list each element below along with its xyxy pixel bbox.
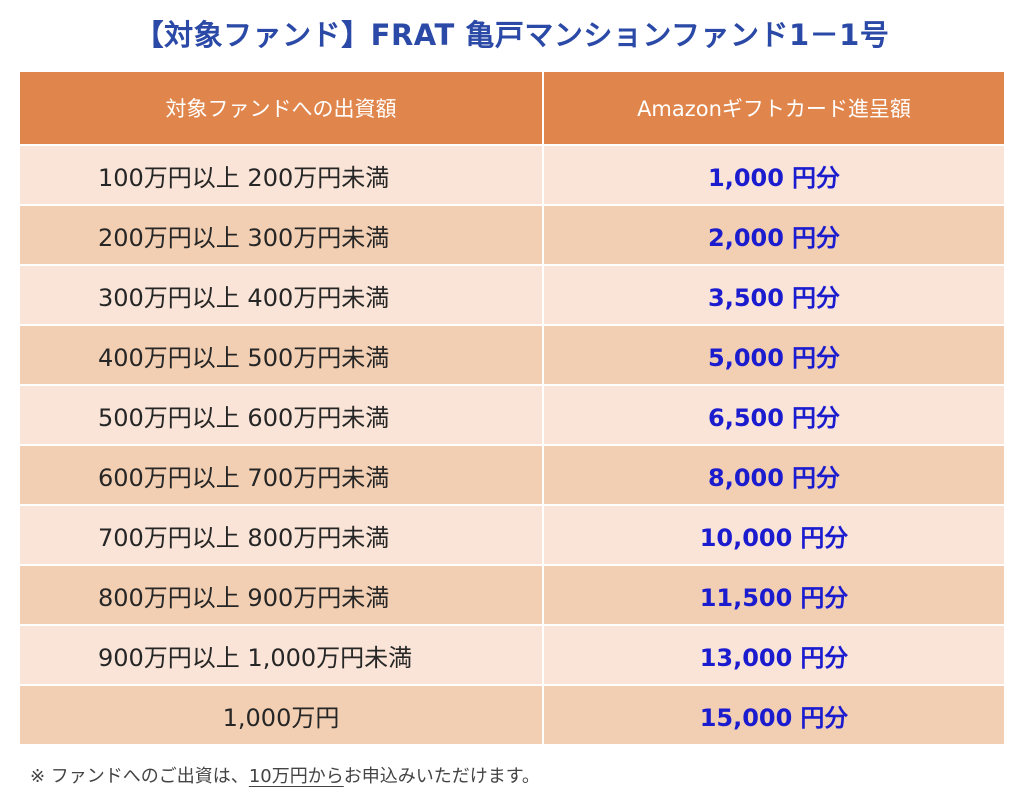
footnote-prefix: ※ ファンドへのご出資は、 [30,766,249,787]
gift-amount-value: 5,000 [708,343,784,372]
gift-amount-cell: 8,000 円分 [543,444,1004,505]
gift-amount-cell: 6,500 円分 [543,384,1004,445]
gift-amount-value: 13,000 [699,643,793,672]
gift-amount-cell: 3,500 円分 [543,264,1004,325]
table-row: 100万円以上 200万円未満 1,000 円分 [20,144,1004,205]
gift-amount-value: 11,500 [699,583,793,612]
gift-amount-unit: 円分 [791,283,840,312]
gift-amount-unit: 円分 [791,223,840,252]
table-row: 900万円以上 1,000万円未満 13,000 円分 [20,624,1004,685]
gift-amount-cell: 15,000 円分 [543,684,1004,744]
table-row: 400万円以上 500万円未満 5,000 円分 [20,324,1004,385]
table-row: 600万円以上 700万円未満 8,000 円分 [20,444,1004,505]
investment-range-cell: 1,000万円 [20,684,544,744]
gift-amount-unit: 円分 [800,643,849,672]
gift-amount-cell: 1,000 円分 [543,144,1004,205]
gift-amount-unit: 円分 [791,343,840,372]
gift-amount-cell: 5,000 円分 [543,324,1004,385]
investment-range-cell: 400万円以上 500万円未満 [20,324,544,385]
gift-amount-value: 2,000 [708,223,784,252]
gift-amount-cell: 2,000 円分 [543,204,1004,265]
gift-amount-value: 1,000 [708,163,784,192]
gift-amount-cell: 13,000 円分 [543,624,1004,685]
table-row: 800万円以上 900万円未満 11,500 円分 [20,564,1004,625]
gift-amount-unit: 円分 [800,583,849,612]
gift-amount-unit: 円分 [791,463,840,492]
investment-range-cell: 800万円以上 900万円未満 [20,564,544,625]
investment-range-cell: 500万円以上 600万円未満 [20,384,544,445]
table-row: 1,000万円 15,000 円分 [20,684,1004,744]
investment-range-cell: 100万円以上 200万円未満 [20,144,544,205]
investment-range-cell: 700万円以上 800万円未満 [20,504,544,565]
column-header-gift-amount: Amazonギフトカード進呈額 [543,72,1004,145]
gift-amount-value: 3,500 [708,283,784,312]
gift-amount-value: 6,500 [708,403,784,432]
investment-range-cell: 600万円以上 700万円未満 [20,444,544,505]
footnote-suffix: お申込みいただけます。 [343,766,540,787]
footnote-minimum-amount: 10万円から [248,766,344,787]
gift-amount-value: 15,000 [699,703,793,732]
table-row: 200万円以上 300万円未満 2,000 円分 [20,204,1004,265]
investment-range-cell: 900万円以上 1,000万円未満 [20,624,544,685]
table-row: 500万円以上 600万円未満 6,500 円分 [20,384,1004,445]
gift-amount-unit: 円分 [791,163,840,192]
investment-range-cell: 300万円以上 400万円未満 [20,264,544,325]
gift-amount-unit: 円分 [791,403,840,432]
gift-amount-cell: 10,000 円分 [543,504,1004,565]
gift-table: 対象ファンドへの出資額 Amazonギフトカード進呈額 100万円以上 200万… [20,72,1004,744]
page-title: 【対象ファンド】FRAT 亀戸マンションファンド1－1号 [134,18,890,52]
table-row: 300万円以上 400万円未満 3,500 円分 [20,264,1004,325]
table-row: 700万円以上 800万円未満 10,000 円分 [20,504,1004,565]
gift-amount-value: 8,000 [708,463,784,492]
gift-amount-unit: 円分 [800,523,849,552]
investment-range-cell: 200万円以上 300万円未満 [20,204,544,265]
footnote: ※ ファンドへのご出資は、10万円からお申込みいただけます。 [30,762,540,792]
table-header-row: 対象ファンドへの出資額 Amazonギフトカード進呈額 [20,72,1004,145]
column-header-investment: 対象ファンドへの出資額 [20,72,544,145]
gift-amount-value: 10,000 [699,523,793,552]
gift-amount-cell: 11,500 円分 [543,564,1004,625]
gift-amount-unit: 円分 [800,703,849,732]
